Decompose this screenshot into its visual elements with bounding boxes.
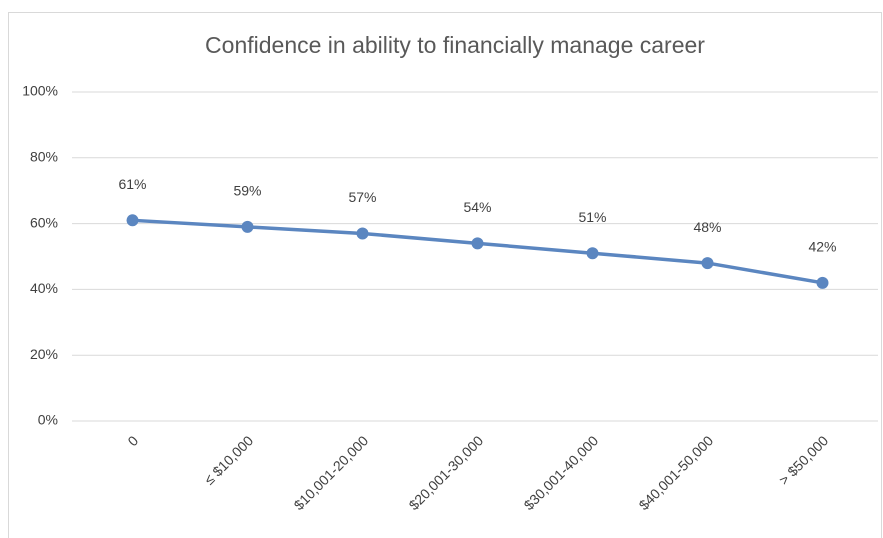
data-point	[701, 257, 714, 270]
y-tick-label: 0%	[38, 412, 58, 428]
y-tick-label: 60%	[30, 214, 58, 230]
data-label: 42%	[808, 239, 836, 255]
data-point	[356, 227, 369, 240]
data-point	[126, 214, 139, 227]
chart-title: Confidence in ability to financially man…	[205, 32, 705, 58]
data-point	[816, 276, 829, 289]
y-tick-label: 80%	[30, 149, 58, 165]
data-label: 61%	[118, 176, 146, 192]
data-label: 48%	[693, 219, 721, 235]
chart-border	[8, 12, 882, 538]
data-label: 51%	[578, 209, 606, 225]
data-point	[241, 220, 254, 233]
y-tick-label: 40%	[30, 280, 58, 296]
y-tick-label: 20%	[30, 346, 58, 362]
y-tick-label: 100%	[22, 83, 58, 99]
data-point	[586, 247, 599, 260]
data-label: 54%	[463, 199, 491, 215]
data-label: 59%	[233, 183, 261, 199]
data-point	[471, 237, 484, 250]
data-label: 57%	[348, 189, 376, 205]
